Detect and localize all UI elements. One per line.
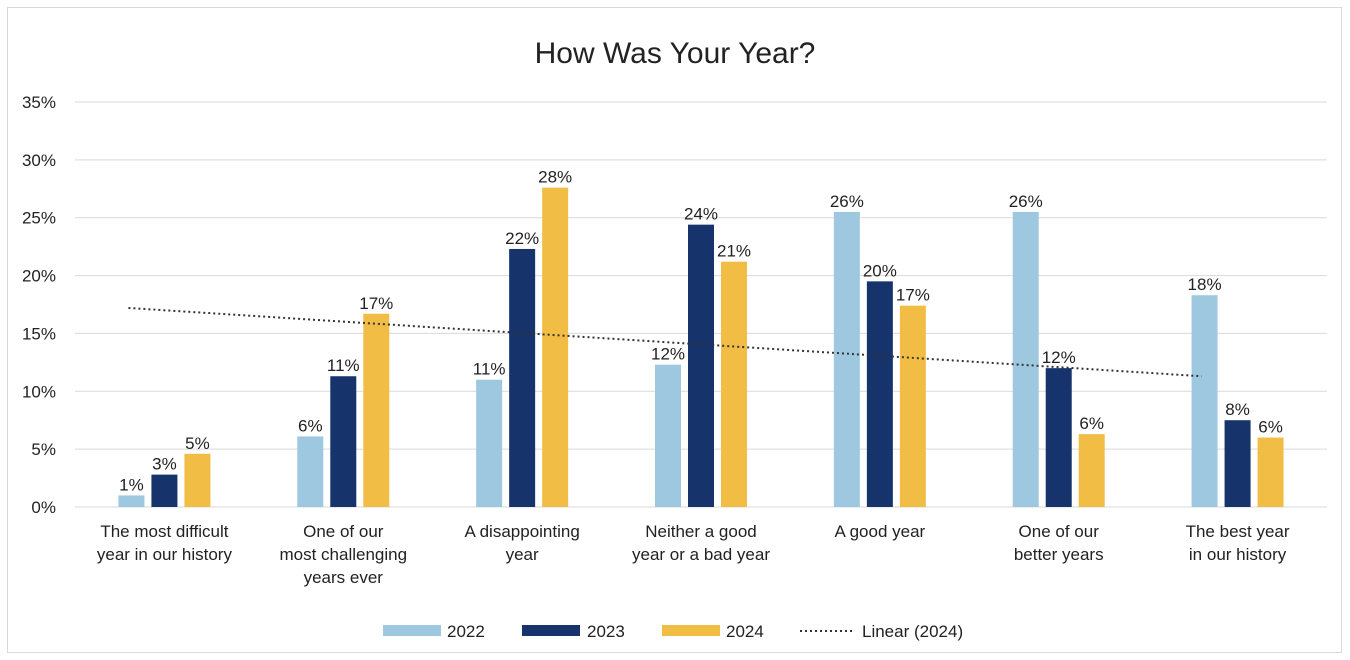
legend-label: 2022: [447, 622, 485, 641]
category-label-line: most challenging: [279, 545, 407, 564]
bar-2024: [899, 305, 926, 507]
bar-2024: [721, 261, 747, 507]
bar-2022: [1012, 211, 1039, 507]
chart-frame: [7, 7, 1342, 653]
category-label-line: The best year: [1186, 522, 1290, 541]
category-label-line: year: [506, 545, 539, 564]
y-tick-label: 35%: [22, 93, 56, 112]
category-label-line: years ever: [304, 568, 384, 587]
data-label: 3%: [152, 455, 177, 474]
legend-swatch: [522, 625, 580, 636]
bar-2024: [1257, 437, 1284, 507]
bar-2023: [688, 224, 714, 507]
category-label-line: in our history: [1189, 545, 1287, 564]
data-label: 11%: [473, 360, 506, 379]
category-label: A disappointing year: [464, 522, 579, 564]
bar-2024: [184, 453, 211, 507]
legend: 2022 2023 2024 Linear (2024): [383, 622, 963, 641]
x-axis: The most difficult year in our history One…: [97, 522, 1290, 587]
legend-label: 2023: [587, 622, 625, 641]
legend-swatch: [383, 625, 441, 636]
category-label-line: year or a bad year: [632, 545, 770, 564]
y-tick-label: 20%: [22, 267, 56, 286]
category-label: Neither a good year or a bad year: [632, 522, 770, 564]
bar-2022: [833, 211, 860, 507]
legend-label: 2024: [726, 622, 764, 641]
bar-2022: [118, 495, 145, 507]
data-label: 26%: [1009, 192, 1043, 211]
data-label: 20%: [863, 261, 897, 280]
data-label: 24%: [684, 205, 718, 224]
category-label-line: The most difficult: [100, 522, 228, 541]
data-label: 12%: [1042, 348, 1076, 367]
category-label: The most difficult year in our history: [97, 522, 233, 564]
bar-2024: [1078, 434, 1105, 507]
bars: [118, 187, 1284, 507]
data-label: 21%: [717, 242, 751, 261]
legend-swatch: [662, 625, 720, 636]
category-label: One of our better years: [1014, 522, 1104, 564]
bar-2023: [1224, 420, 1251, 507]
bar-2023: [509, 248, 536, 507]
bar-2024: [363, 313, 390, 507]
legend-label: Linear (2024): [862, 622, 963, 641]
data-label: 6%: [298, 416, 323, 435]
category-label: One of our most challenging years ever: [279, 522, 407, 587]
category-label-line: One of our: [303, 522, 384, 541]
data-label: 28%: [538, 168, 572, 187]
bar-2022: [297, 436, 324, 507]
bar-2023: [866, 281, 893, 507]
category-label: The best year in our history: [1186, 522, 1290, 564]
category-label-line: Neither a good: [645, 522, 757, 541]
data-label: 26%: [830, 192, 864, 211]
data-label: 17%: [896, 286, 930, 305]
category-label-line: year in our history: [97, 545, 233, 564]
data-label: 6%: [1079, 414, 1104, 433]
data-label: 8%: [1225, 400, 1250, 419]
category-label-line: One of our: [1019, 522, 1100, 541]
data-label: 6%: [1258, 418, 1283, 437]
bar-2023: [151, 474, 178, 507]
y-tick-label: 15%: [22, 324, 56, 343]
bar-2022: [476, 379, 503, 507]
data-label: 17%: [359, 294, 393, 313]
bar-2023: [330, 376, 357, 507]
category-label-line: A disappointing: [464, 522, 579, 541]
y-axis: 0% 5% 10% 15% 20% 25% 30% 35%: [22, 93, 56, 517]
y-tick-label: 25%: [22, 209, 56, 228]
bar-2022: [1191, 295, 1218, 507]
category-label-line: better years: [1014, 545, 1104, 564]
category-label-line: A good year: [834, 522, 925, 541]
bar-2023: [1045, 368, 1072, 507]
y-tick-label: 10%: [22, 382, 56, 401]
data-label: 1%: [119, 475, 144, 494]
y-tick-label: 30%: [22, 151, 56, 170]
chart-title: How Was Your Year?: [535, 37, 816, 70]
bar-2024: [542, 187, 569, 507]
data-label: 12%: [651, 345, 685, 364]
data-label: 11%: [327, 356, 360, 375]
data-label: 22%: [505, 229, 539, 248]
y-tick-label: 5%: [31, 440, 56, 459]
trendline-line: [128, 306, 1202, 378]
y-tick-label: 0%: [31, 498, 56, 517]
data-label: 5%: [185, 434, 210, 453]
category-label: A good year: [834, 522, 925, 541]
data-labels: 1% 6% 11% 12% 26% 26% 18% 3% 11% 22% 24% 20% 12% 8% 5%…: [119, 168, 1283, 495]
data-label: 18%: [1188, 275, 1222, 294]
trendline: [128, 306, 1202, 378]
bar-2022: [655, 364, 681, 507]
